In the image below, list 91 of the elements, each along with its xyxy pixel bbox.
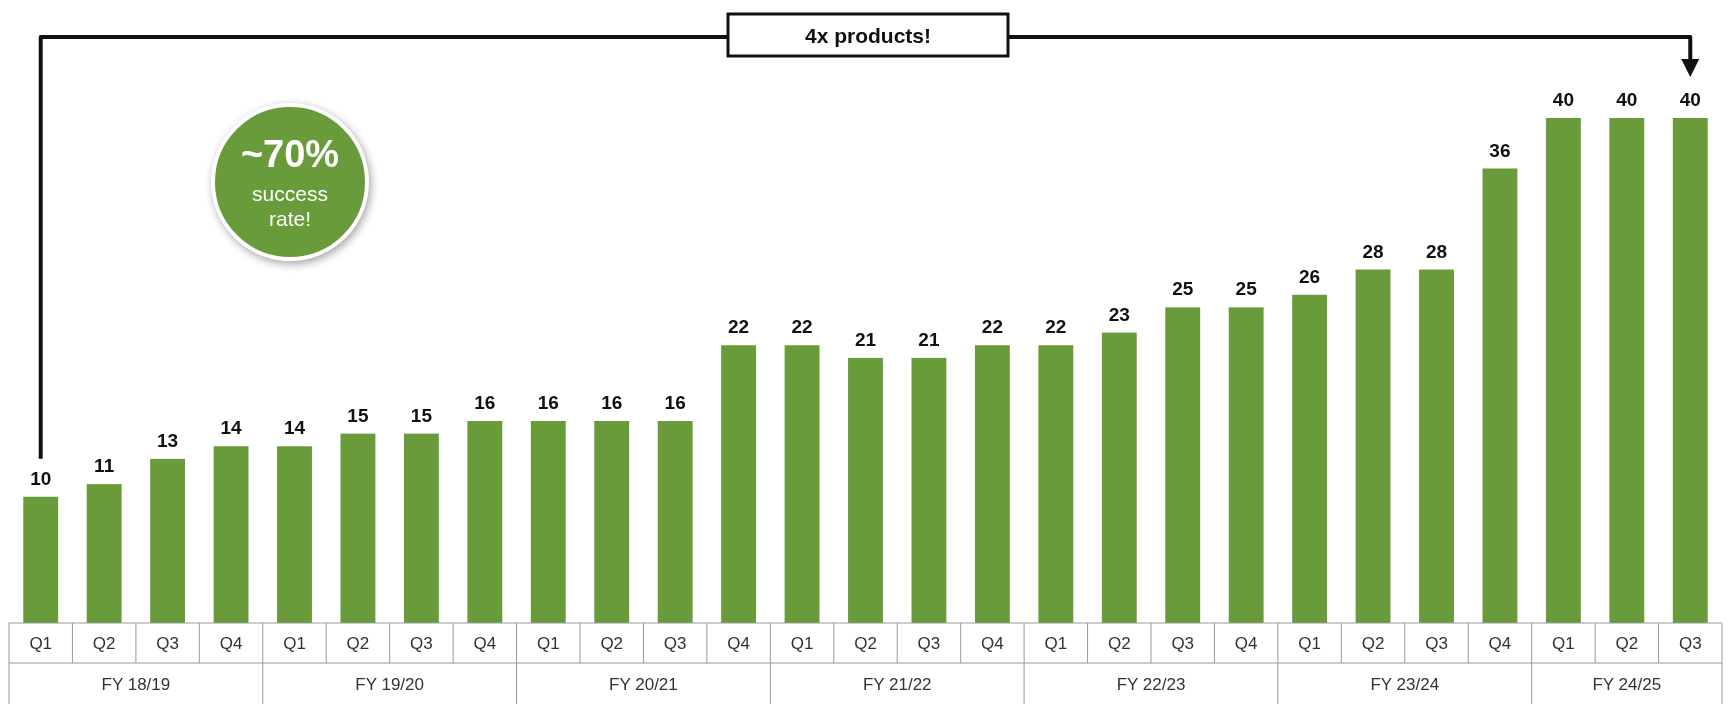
bar [467,421,503,623]
data-label: 22 [728,316,750,338]
bar [594,421,630,623]
bar [1419,269,1454,623]
bar [1165,307,1201,623]
data-label: 10 [30,467,52,489]
x-tick-label: Q2 [600,634,624,653]
data-label: 16 [664,392,686,413]
text: FY 19/20 [355,675,425,694]
bar [23,496,59,623]
data-label: 22 [1045,316,1067,338]
bar [657,421,693,623]
x-tick-label: Q3 [663,634,687,653]
x-tick-label: Q3 [1678,634,1702,653]
bar [1101,332,1137,623]
text: 4x products! [804,24,932,47]
data-label: 16 [537,392,559,413]
bar [911,357,947,623]
x-tick-label: Q3 [1425,634,1448,653]
x-tick-label: Q4 [981,634,1004,653]
data-label: 28 [1425,240,1448,262]
x-tick-label: Q4 [1488,634,1512,653]
bar [86,484,122,623]
data-label: 11 [94,455,115,477]
annotation: ~70% [240,133,340,175]
bar [1545,118,1581,623]
x-tick-label: Q1 [283,634,306,653]
data-label: 22 [791,316,813,338]
x-tick-label: Q2 [1615,634,1639,653]
x-tick-label: Q4 [727,634,750,653]
bar [848,357,883,623]
data-label: 14 [283,417,306,439]
x-tick-label: Q2 [1107,634,1131,653]
data-label: 16 [601,392,623,413]
bar [150,458,186,623]
text: FY 20/21 [609,675,678,694]
data-label: 40 [1679,89,1701,110]
text: FY 23/24 [1370,675,1440,694]
bar [277,446,312,623]
x-tick-label: Q2 [1361,634,1385,653]
x-tick-label: Q3 [917,634,941,653]
bar [340,433,376,623]
data-label: 15 [347,404,369,426]
data-label: 14 [220,417,243,439]
data-label: 16 [474,392,496,413]
x-tick-label: Q1 [1298,634,1321,653]
text: FY 21/22 [862,675,932,694]
data-label: 21 [918,328,940,350]
text: FY 18/19 [101,675,171,694]
data-label: 15 [410,404,433,426]
bar [1292,294,1328,623]
data-label: 25 [1235,278,1258,300]
bar [1482,168,1518,623]
text: FY 24/25 [1592,675,1662,694]
bar [1609,118,1645,623]
x-tick-label: Q2 [92,634,116,653]
x-tick-label: Q3 [1171,634,1195,653]
data-label: 26 [1299,265,1321,287]
x-tick-label: Q2 [346,634,370,653]
data-label: 13 [157,429,179,451]
x-tick-label: Q4 [1234,634,1258,653]
bar [403,433,439,623]
data-label: 22 [981,316,1003,338]
x-tick-label: Q1 [1044,634,1068,653]
x-tick-label: Q1 [1552,634,1575,653]
data-label: 40 [1552,89,1574,110]
x-tick-label: Q1 [29,634,53,653]
x-tick-label: Q1 [790,634,814,653]
x-tick-label: Q4 [219,634,243,653]
bar [1355,269,1391,623]
x-tick-label: Q3 [410,634,433,653]
data-label: 36 [1489,139,1511,161]
data-label: 25 [1172,278,1194,300]
text: FY 22/23 [1116,675,1186,694]
bar [974,345,1010,623]
data-label: 21 [854,328,877,350]
data-label: 40 [1616,89,1638,110]
bar [1038,345,1074,623]
x-tick-label: Q1 [536,634,560,653]
bar [784,345,820,623]
bar [721,345,757,623]
bar [1228,307,1264,623]
bar [1672,118,1708,623]
annotation: success rate! [252,182,328,230]
bar [530,421,566,623]
x-tick-label: Q4 [473,634,497,653]
data-label: 28 [1362,240,1384,262]
x-tick-label: Q3 [156,634,179,653]
data-label: 23 [1108,303,1130,325]
bar [213,446,249,623]
x-tick-label: Q2 [854,634,877,653]
